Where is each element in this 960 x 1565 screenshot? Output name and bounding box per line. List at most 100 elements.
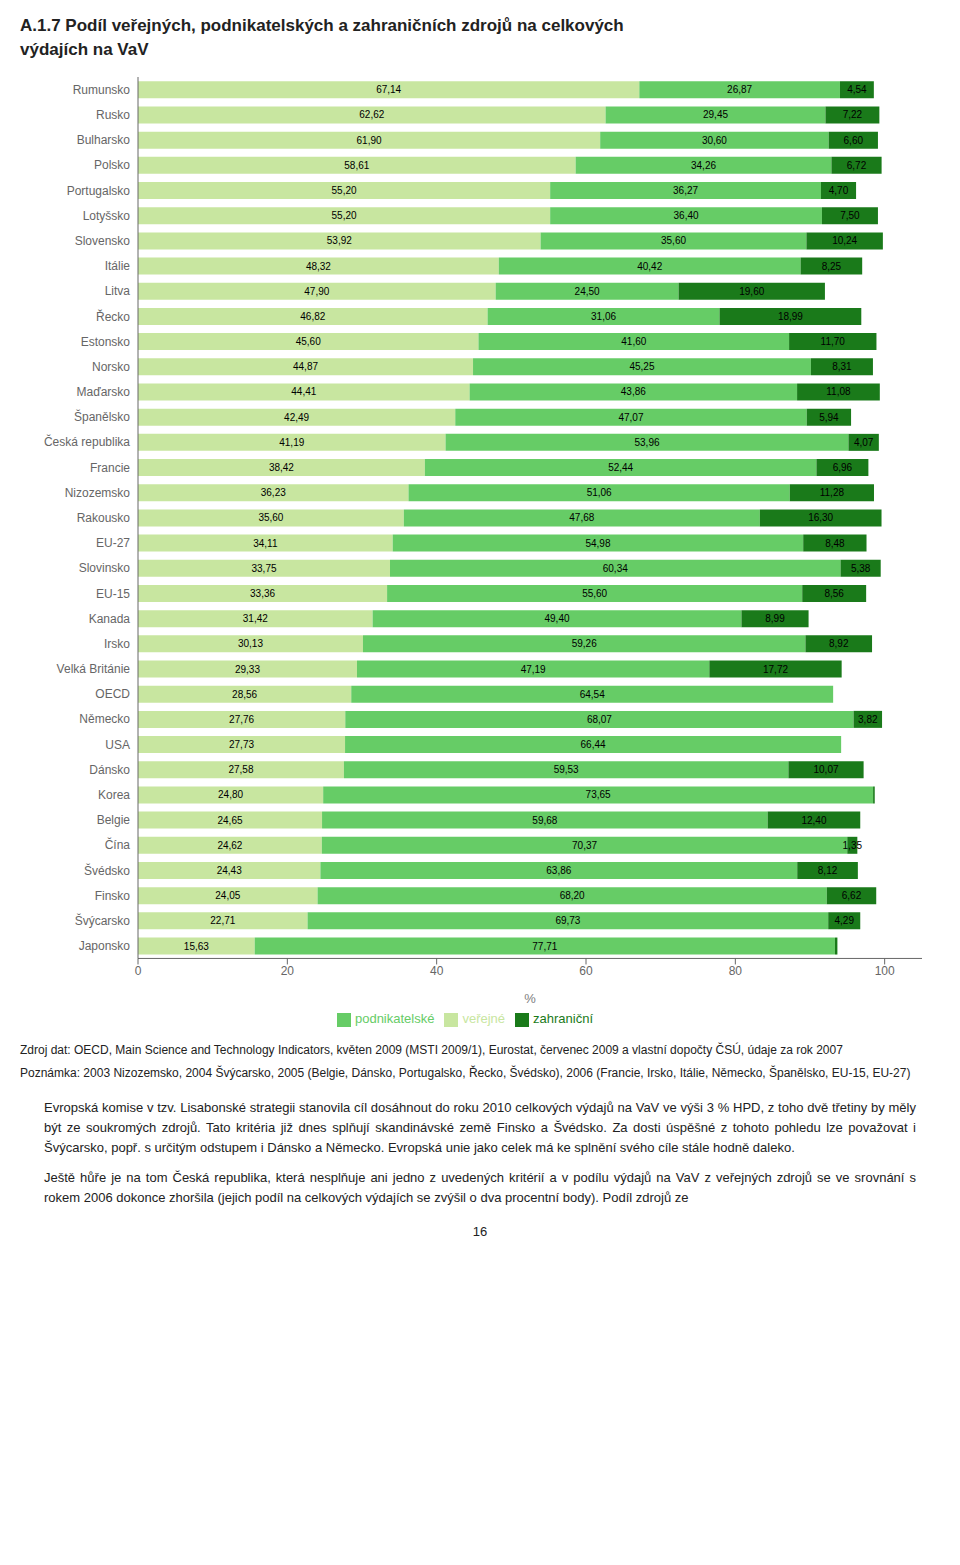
svg-text:Itálie: Itálie	[105, 259, 131, 273]
svg-text:77,71: 77,71	[532, 941, 557, 952]
svg-text:Lotyšsko: Lotyšsko	[83, 209, 131, 223]
svg-text:8,12: 8,12	[818, 865, 838, 876]
svg-text:Korea: Korea	[98, 788, 130, 802]
svg-text:16,30: 16,30	[808, 512, 833, 523]
svg-text:54,98: 54,98	[585, 538, 610, 549]
svg-text:26,87: 26,87	[727, 84, 752, 95]
svg-text:6,62: 6,62	[842, 890, 862, 901]
svg-text:34,11: 34,11	[253, 538, 278, 549]
svg-text:59,68: 59,68	[532, 815, 557, 826]
svg-text:47,90: 47,90	[304, 286, 329, 297]
svg-text:20: 20	[281, 964, 295, 978]
svg-text:29,33: 29,33	[235, 664, 260, 675]
svg-text:Finsko: Finsko	[95, 889, 131, 903]
svg-text:60: 60	[579, 964, 593, 978]
svg-text:Norsko: Norsko	[92, 360, 130, 374]
svg-text:Irsko: Irsko	[104, 637, 130, 651]
svg-text:8,48: 8,48	[825, 538, 845, 549]
svg-text:47,19: 47,19	[521, 664, 546, 675]
svg-text:27,76: 27,76	[229, 714, 254, 725]
svg-text:7,22: 7,22	[843, 109, 863, 120]
svg-text:58,61: 58,61	[344, 160, 369, 171]
svg-text:53,96: 53,96	[634, 437, 659, 448]
svg-text:22,71: 22,71	[210, 915, 235, 926]
svg-text:EU-27: EU-27	[96, 536, 130, 550]
svg-text:11,08: 11,08	[826, 386, 851, 397]
svg-text:40,42: 40,42	[637, 261, 662, 272]
svg-text:Česká republika: Česká republika	[44, 434, 130, 449]
svg-text:31,06: 31,06	[591, 311, 616, 322]
svg-text:EU-15: EU-15	[96, 587, 130, 601]
svg-text:8,99: 8,99	[765, 613, 785, 624]
svg-text:62,62: 62,62	[359, 109, 384, 120]
svg-text:1,35: 1,35	[843, 840, 863, 851]
svg-text:42,49: 42,49	[284, 412, 309, 423]
svg-text:38,42: 38,42	[269, 462, 294, 473]
svg-text:35,60: 35,60	[258, 512, 283, 523]
svg-text:27,58: 27,58	[228, 764, 253, 775]
svg-text:Francie: Francie	[90, 461, 130, 475]
svg-text:4,54: 4,54	[847, 84, 867, 95]
svg-text:27,73: 27,73	[229, 739, 254, 750]
svg-text:10,24: 10,24	[832, 235, 857, 246]
svg-text:41,19: 41,19	[279, 437, 304, 448]
svg-text:28,56: 28,56	[232, 689, 257, 700]
svg-text:18,99: 18,99	[778, 311, 803, 322]
svg-text:51,06: 51,06	[587, 487, 612, 498]
svg-text:Švýcarsko: Švýcarsko	[75, 913, 131, 928]
svg-text:Estonsko: Estonsko	[81, 335, 131, 349]
svg-text:61,90: 61,90	[357, 135, 382, 146]
svg-text:60,34: 60,34	[603, 563, 628, 574]
svg-text:36,40: 36,40	[674, 210, 699, 221]
svg-text:6,60: 6,60	[844, 135, 864, 146]
svg-text:Bulharsko: Bulharsko	[77, 133, 131, 147]
svg-text:43,86: 43,86	[621, 386, 646, 397]
svg-text:Čína: Čína	[105, 837, 131, 852]
svg-text:OECD: OECD	[95, 687, 130, 701]
svg-text:Španělsko: Španělsko	[74, 409, 130, 424]
svg-text:44,87: 44,87	[293, 361, 318, 372]
svg-text:4,70: 4,70	[829, 185, 849, 196]
svg-text:55,20: 55,20	[332, 210, 357, 221]
svg-text:53,92: 53,92	[327, 235, 352, 246]
svg-text:Rusko: Rusko	[96, 108, 130, 122]
svg-text:59,26: 59,26	[572, 638, 597, 649]
svg-text:46,82: 46,82	[300, 311, 325, 322]
svg-text:70,37: 70,37	[572, 840, 597, 851]
svg-text:8,92: 8,92	[829, 638, 849, 649]
svg-text:24,50: 24,50	[575, 286, 600, 297]
svg-text:15,63: 15,63	[184, 941, 209, 952]
svg-text:Velká Británie: Velká Británie	[57, 662, 131, 676]
svg-text:29,45: 29,45	[703, 109, 728, 120]
svg-text:55,20: 55,20	[332, 185, 357, 196]
svg-text:11,28: 11,28	[820, 487, 845, 498]
svg-text:66,44: 66,44	[581, 739, 606, 750]
svg-text:68,07: 68,07	[587, 714, 612, 725]
svg-text:24,80: 24,80	[218, 789, 243, 800]
svg-text:Rumunsko: Rumunsko	[73, 83, 131, 97]
svg-text:Portugalsko: Portugalsko	[67, 184, 131, 198]
svg-text:68,20: 68,20	[560, 890, 585, 901]
svg-text:35,60: 35,60	[661, 235, 686, 246]
svg-text:36,27: 36,27	[673, 185, 698, 196]
svg-text:52,44: 52,44	[608, 462, 633, 473]
svg-text:59,53: 59,53	[554, 764, 579, 775]
svg-text:80: 80	[729, 964, 743, 978]
svg-text:4,07: 4,07	[854, 437, 874, 448]
svg-text:41,60: 41,60	[621, 336, 646, 347]
svg-text:33,75: 33,75	[251, 563, 276, 574]
svg-text:30,13: 30,13	[238, 638, 263, 649]
svg-text:49,40: 49,40	[545, 613, 570, 624]
svg-text:30,60: 30,60	[702, 135, 727, 146]
svg-text:100: 100	[875, 964, 895, 978]
svg-text:17,72: 17,72	[763, 664, 788, 675]
svg-text:4,29: 4,29	[835, 915, 855, 926]
svg-text:24,05: 24,05	[215, 890, 240, 901]
svg-text:Řecko: Řecko	[96, 309, 130, 324]
svg-text:19,60: 19,60	[739, 286, 764, 297]
svg-text:Kanada: Kanada	[89, 612, 131, 626]
svg-text:36,23: 36,23	[261, 487, 286, 498]
svg-text:11,70: 11,70	[821, 336, 846, 347]
svg-text:24,62: 24,62	[217, 840, 242, 851]
svg-text:Belgie: Belgie	[97, 813, 131, 827]
